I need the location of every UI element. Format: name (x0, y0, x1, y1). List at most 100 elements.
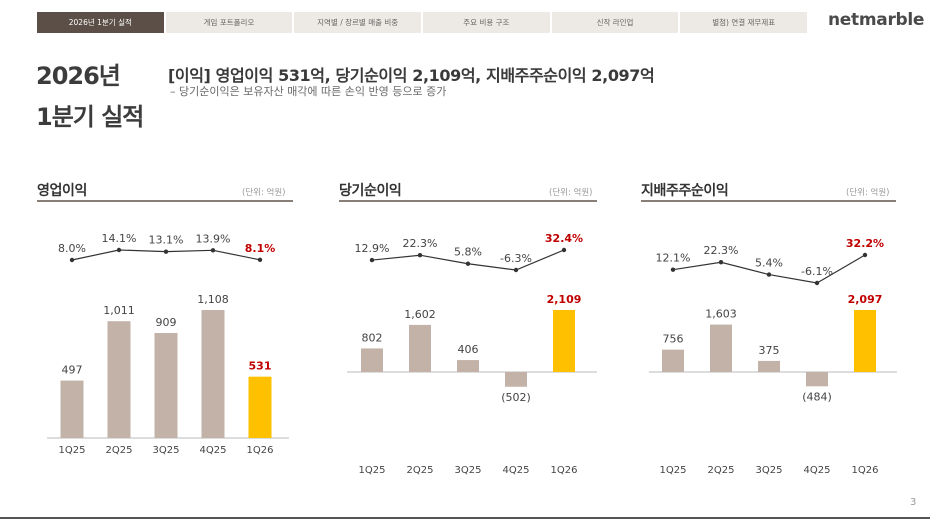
chart-title-operating-profit: 영업이익 (37, 183, 87, 199)
bar (201, 310, 225, 438)
category-label: 3Q25 (756, 465, 783, 476)
subline: – 당기순이익은 보유자산 매각에 따른 손익 반영 등으로 증가 (170, 85, 447, 98)
margin-label: 13.1% (149, 234, 184, 247)
page-number: 3 (910, 497, 917, 508)
bar (710, 324, 732, 372)
bar (457, 360, 479, 372)
chart-controlling-net-income: 756 1Q25 1,603 2Q25 375 3Q25 (484) 4Q25 2,097 1Q2… (649, 237, 897, 476)
bar (758, 360, 780, 372)
bar (409, 324, 431, 372)
bar (154, 332, 178, 438)
category-label: 1Q25 (359, 465, 386, 476)
margin-label: 13.9% (196, 232, 231, 245)
bar-value-label: 909 (156, 316, 177, 329)
bar (248, 376, 272, 438)
bar (662, 349, 684, 372)
bar (60, 380, 84, 438)
margin-point (561, 247, 567, 253)
section-rule (37, 200, 293, 202)
margin-point (69, 257, 75, 263)
page-title: 2026년 1분기 실적 (36, 56, 144, 138)
tab-cost-structure[interactable]: 주요 비용 구조 (423, 12, 550, 33)
margin-label: 5.8% (454, 246, 482, 259)
unit-label-controlling-net-income: (단위: 억원) (846, 188, 890, 198)
margin-point (210, 248, 216, 253)
bar-value-label: 756 (663, 333, 684, 346)
category-label: 1Q26 (247, 445, 274, 456)
bar-value-label: 802 (362, 331, 383, 344)
margin-label: 14.1% (102, 232, 137, 245)
unit-label-net-income: (단위: 억원) (549, 188, 593, 198)
bar-value-label: 1,108 (197, 293, 229, 306)
margin-label: 32.2% (846, 237, 884, 250)
bar-value-label: 2,097 (848, 293, 883, 306)
category-label: 1Q25 (59, 445, 86, 456)
footer-rule (0, 517, 930, 519)
category-label: 1Q26 (852, 465, 879, 476)
margin-point (369, 257, 375, 263)
bar (505, 372, 527, 387)
bar (361, 348, 383, 372)
section-rule (339, 200, 597, 202)
netmarble-logo: netmarble (828, 10, 925, 30)
margin-point (116, 247, 122, 253)
margin-label: 12.1% (656, 252, 691, 265)
margin-label: 8.0% (58, 242, 86, 255)
category-label: 4Q25 (503, 465, 530, 476)
margin-point (670, 267, 676, 272)
tab-game-portfolio[interactable]: 게임 포트폴리오 (165, 12, 293, 33)
tab-financial-statements[interactable]: 별첨) 연결 재무제표 (680, 12, 808, 33)
bar-value-label: 1,603 (705, 308, 737, 321)
margin-label: 32.4% (545, 232, 583, 245)
bar-value-label: (484) (802, 390, 832, 403)
unit-label-operating-profit: (단위: 억원) (242, 188, 286, 198)
bar (854, 310, 876, 372)
margin-label: 22.3% (403, 237, 438, 250)
page-title-line1: 2026년 (36, 62, 121, 90)
category-label: 4Q25 (200, 445, 227, 456)
category-label: 3Q25 (153, 445, 180, 456)
margin-label: -6.3% (500, 252, 532, 265)
headline: [이익] 영업이익 531억, 당기순이익 2,109억, 지배주주순이익 2,… (168, 66, 655, 85)
category-label: 2Q25 (407, 465, 434, 476)
category-label: 3Q25 (455, 465, 482, 476)
margin-point (814, 280, 820, 286)
chart-operating-profit: 497 1Q25 1,011 2Q25 909 3Q25 1,108 4Q25 531 1Q26 8… (47, 232, 289, 456)
margin-label: 8.1% (245, 242, 276, 255)
chart-title-net-income: 당기순이익 (339, 183, 402, 199)
margin-point (163, 249, 169, 254)
margin-point (417, 253, 423, 258)
chart-title-controlling-net-income: 지배주주순이익 (641, 183, 729, 199)
margin-point (513, 267, 519, 273)
bar-value-label: 375 (759, 344, 780, 357)
page-title-line2: 1분기 실적 (36, 103, 144, 131)
bar-value-label: 497 (62, 364, 83, 377)
category-label: 2Q25 (708, 465, 735, 476)
tab-q1-2026-results[interactable]: 2026년 1분기 실적 (37, 12, 164, 33)
category-label: 4Q25 (804, 465, 831, 476)
tab-new-title-lineup[interactable]: 신작 라인업 (551, 12, 679, 33)
bar-value-label: 1,011 (103, 304, 135, 317)
chart-net-income: 802 1Q25 1,602 2Q25 406 3Q25 (502) 4Q25 2,109 1Q2… (347, 232, 597, 476)
margin-label: 12.9% (355, 242, 390, 255)
section-tabs: 2026년 1분기 실적 게임 포트폴리오 지역별 / 장르별 매출 비중 주요… (37, 12, 808, 33)
margin-label: 22.3% (704, 244, 739, 257)
margin-point (257, 257, 263, 263)
margin-label: -6.1% (801, 265, 833, 278)
category-label: 1Q25 (660, 465, 687, 476)
category-label: 1Q26 (551, 465, 578, 476)
bar (107, 321, 131, 438)
bar-value-label: 406 (458, 343, 479, 356)
category-label: 2Q25 (106, 445, 133, 456)
bar-value-label: 1,602 (404, 308, 436, 321)
margin-point (718, 260, 724, 265)
margin-label: 5.4% (755, 257, 783, 270)
bar (553, 310, 575, 372)
bar (806, 372, 828, 387)
margin-point (465, 261, 471, 266)
bar-value-label: 2,109 (547, 293, 582, 306)
margin-point (862, 252, 868, 258)
tab-revenue-by-region-genre[interactable]: 지역별 / 장르별 매출 비중 (294, 12, 422, 33)
section-rule (641, 200, 896, 202)
bar-value-label: (502) (501, 391, 531, 404)
